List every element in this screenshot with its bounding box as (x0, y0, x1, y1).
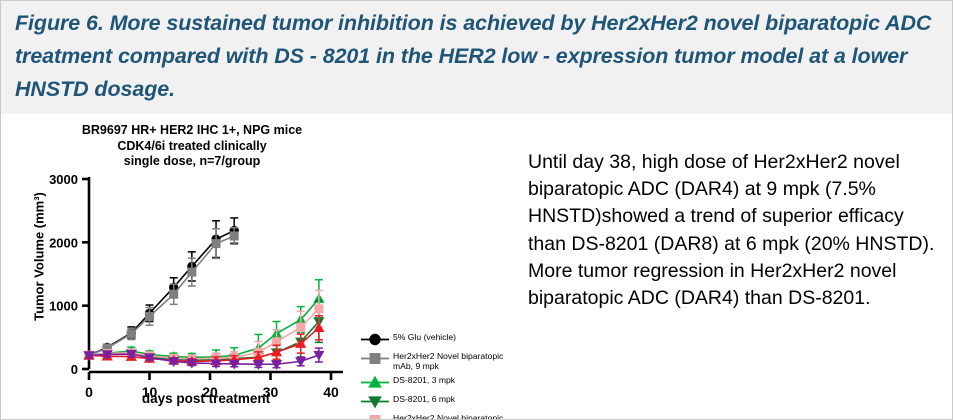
series-line (88, 353, 320, 366)
chart-title: BR9697 HR+ HER2 IHC 1+, NPG mice CDK4/6i … (67, 123, 317, 170)
figure-header-band: Figure 6. More sustained tumor inhibitio… (1, 1, 952, 114)
data-point-marker (369, 414, 381, 419)
chart-y-axis-label: Tumor Volume (mm³) (31, 192, 47, 321)
x-tick-label: 0 (85, 384, 93, 400)
figure-description-text: Until day 38, high dose of Her2xHer2 nov… (528, 151, 935, 310)
legend-item-label: DS-8201, 3 mpk (393, 374, 455, 385)
data-point-marker (252, 360, 264, 370)
legend-label-line: DS-8201, 3 mpk (393, 374, 456, 385)
data-point-marker (169, 289, 179, 299)
data-point-marker (270, 360, 283, 370)
chart-plot-svg: 0 1000 2000 3000 0 10 20 30 40 (49, 172, 343, 400)
y-tick-label: 1000 (49, 299, 78, 314)
series-line (88, 327, 320, 363)
legend-item-label: DS-8201, 6 mpk (393, 393, 455, 404)
y-tick-label: 2000 (49, 235, 78, 250)
legend-marker-triangle-up-icon (359, 374, 393, 391)
data-point-marker (369, 353, 381, 364)
legend-label-line: Her2xHer2 Novel biparatopic (393, 412, 504, 420)
legend-item[interactable]: DS-8201, 6 mpk (359, 393, 534, 410)
y-tick-label: 0 (71, 362, 78, 377)
legend-marker-square-icon (359, 350, 393, 367)
x-tick-label: 10 (142, 384, 158, 400)
data-point-marker (295, 357, 307, 367)
data-point-marker (295, 338, 307, 348)
data-point-marker (313, 350, 325, 361)
series-line (88, 229, 235, 356)
data-point-marker (252, 352, 264, 362)
data-point-marker (211, 239, 221, 249)
data-point-marker (228, 359, 240, 370)
legend-label-line: 5% Glu (vehicle) (393, 332, 457, 342)
legend-label-line: Her2xHer2 Novel biparatopic (393, 351, 504, 361)
chart-title-line: BR9697 HR+ HER2 IHC 1+, NPG mice (81, 123, 303, 137)
x-tick-label: 40 (323, 384, 339, 400)
data-point-marker (143, 353, 156, 364)
data-point-marker (296, 322, 306, 332)
figure-title: Figure 6. More sustained tumor inhibitio… (15, 11, 932, 101)
tumor-growth-chart: BR9697 HR+ HER2 IHC 1+, NPG mice CDK4/6i … (11, 119, 521, 419)
legend-marker-triangle-down-icon (359, 393, 393, 410)
x-tick-label: 20 (202, 384, 218, 400)
legend-label-line: mAb, 9 mpk (393, 361, 439, 372)
data-point-marker (145, 311, 154, 321)
data-point-marker (368, 375, 382, 388)
legend-label-line: DS-8201, 6 mpk (393, 393, 456, 404)
legend-item[interactable]: DS-8201, 3 mpk (359, 374, 534, 391)
data-point-marker (272, 337, 282, 347)
legend-marker-square-icon (359, 412, 393, 419)
data-point-marker (229, 231, 239, 241)
data-point-marker (314, 304, 324, 314)
data-point-marker (126, 329, 136, 339)
data-point-marker (168, 357, 180, 367)
x-tick-label: 30 (263, 384, 279, 400)
legend-item-label: 5% Glu (vehicle) (393, 331, 456, 342)
chart-title-line: CDK4/6i treated clinically (117, 138, 267, 153)
data-point-marker (186, 358, 198, 369)
y-tick-label: 3000 (49, 172, 78, 187)
data-point-marker (187, 267, 197, 277)
data-point-marker (270, 346, 283, 357)
legend-item-label: Her2xHer2 Novel biparatopic mAb, 9 mpk (393, 350, 503, 372)
data-point-marker (369, 333, 381, 346)
data-point-marker (125, 349, 137, 360)
chart-x-axis-label: days post treatment (141, 391, 271, 406)
legend-item[interactable]: 5% Glu (vehicle) (359, 331, 534, 348)
data-point-marker (210, 359, 222, 370)
chart-title-line: single dose, n=7/group (123, 154, 261, 168)
data-point-marker (83, 351, 95, 361)
series-line (88, 235, 235, 357)
data-point-marker (101, 350, 113, 361)
legend-item[interactable]: Her2xHer2 Novel biparatopic mAb, 9 mpk (359, 350, 534, 372)
chart-legend: 5% Glu (vehicle) Her2xHer2 Novel biparato… (359, 331, 534, 420)
data-point-marker (368, 396, 382, 409)
data-point-marker (313, 322, 325, 333)
legend-marker-circle-icon (359, 331, 393, 348)
